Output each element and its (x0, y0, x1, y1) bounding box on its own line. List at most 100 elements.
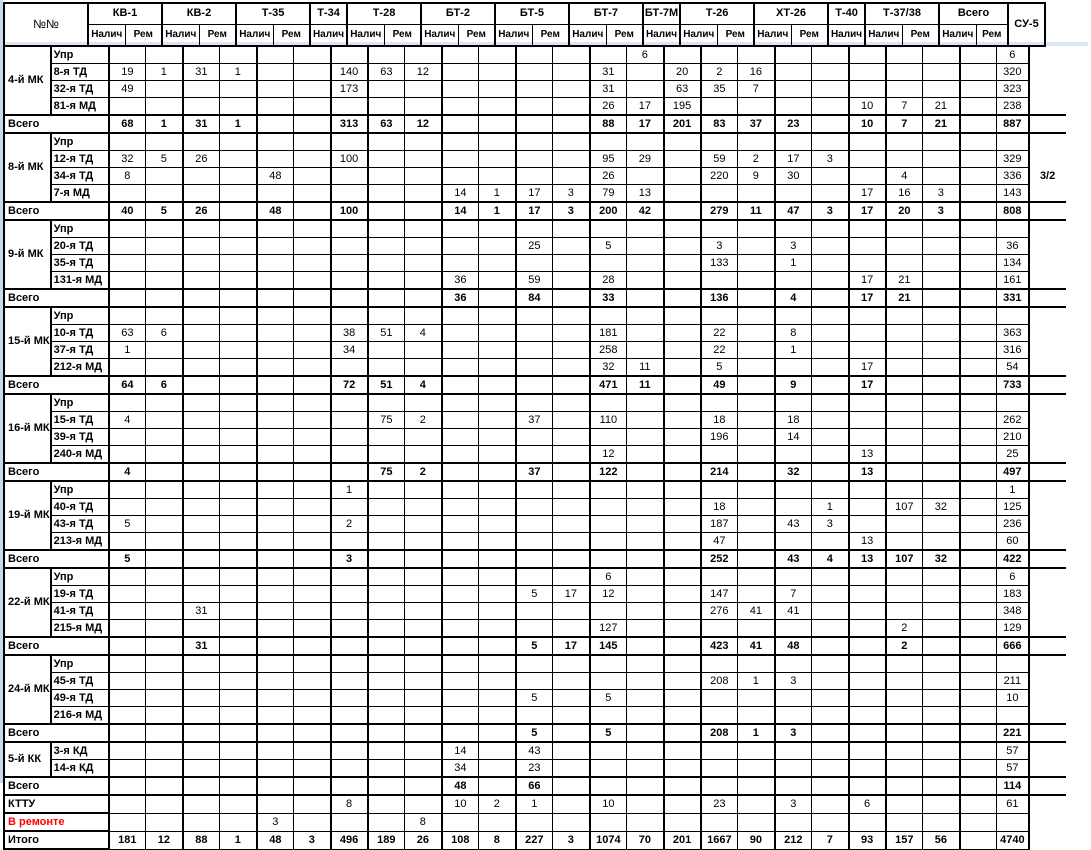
total-cell-15: 42 (626, 201, 665, 221)
unit-cell-5 (255, 654, 295, 673)
unit-cell-16 (662, 567, 702, 586)
table-row: 8-я ТД 19 1 31 1 140 63 12 31 20 2 16 320 (4, 63, 1066, 81)
unit-cell-13 (552, 602, 591, 620)
table-row: 131-я МД 36 59 28 17 21 161 (4, 271, 1066, 290)
table-row: 41-я ТД 31 276 41 41 348 (4, 602, 1066, 620)
header-sub-6-1: Налич (420, 24, 459, 47)
unit-cell-19: 7 (773, 585, 813, 603)
total-cell-14 (588, 549, 628, 569)
unit-cell-2 (145, 358, 184, 377)
unit-cell-9 (404, 271, 443, 290)
total-cell-13 (552, 375, 591, 395)
unit-cell-22 (884, 341, 924, 359)
unit-cell-16 (662, 167, 702, 185)
table-row: 12-я ТД 32 5 26 100 95 29 59 2 17 3 329 (4, 150, 1066, 168)
unit-cell-25: 348 (996, 602, 1030, 620)
unit-cell-6 (293, 480, 332, 499)
total-cell-14: 122 (588, 462, 628, 482)
unit-cell-14: 95 (588, 150, 628, 168)
su5-value (1029, 342, 1066, 359)
unit-cell-12: 59 (514, 271, 554, 290)
unit-cell-10 (440, 254, 480, 272)
unit-cell-19 (773, 741, 813, 760)
total-cell-2 (145, 723, 184, 743)
unit-cell-23: 3 (922, 184, 961, 203)
unit-cell-12 (514, 219, 554, 238)
total-cell-1: 68 (107, 114, 147, 134)
total-cell-19: 47 (773, 201, 813, 221)
unit-cell-13 (552, 150, 591, 168)
unit-cell-20 (811, 654, 850, 673)
footer-cell-22 (884, 794, 924, 814)
group-label-3: 9-й МК (3, 219, 52, 290)
unit-cell-6 (293, 237, 332, 255)
total-cell-25: 887 (996, 114, 1030, 134)
unit-cell-10 (440, 341, 480, 359)
footer-cell-6: 3 (293, 830, 332, 850)
unit-cell-10: 14 (440, 741, 480, 760)
unit-cell-4 (219, 411, 258, 429)
unit-cell-19 (773, 184, 813, 203)
group-total-label: Всего (3, 288, 110, 308)
header-sub-10-1: Налич (679, 24, 718, 47)
unit-cell-11 (478, 672, 517, 690)
unit-cell-9 (404, 132, 443, 151)
unit-cell-19 (773, 63, 813, 81)
unit-cell-17: 35 (699, 80, 739, 98)
unit-cell-9: 2 (404, 411, 443, 429)
unit-cell-24 (958, 46, 998, 64)
footer-cell-25 (996, 812, 1030, 832)
unit-cell-15 (626, 498, 665, 516)
total-cell-7 (329, 288, 369, 308)
unit-cell-10 (440, 97, 480, 116)
unit-cell-14: 26 (588, 167, 628, 185)
unit-cell-20 (811, 619, 850, 638)
unit-cell-21 (847, 63, 887, 81)
unit-cell-21 (847, 167, 887, 185)
header-sub-3-1: Налич (235, 24, 274, 47)
unit-cell-13: 17 (552, 585, 591, 603)
unit-cell-12 (514, 63, 554, 81)
unit-cell-21 (847, 619, 887, 638)
unit-cell-1 (107, 498, 147, 516)
total-cell-11: 1 (478, 201, 517, 221)
total-cell-16 (662, 462, 702, 482)
total-cell-16 (662, 288, 702, 308)
unit-cell-14 (588, 254, 628, 272)
header-vehicle-5: Т-28 (346, 2, 422, 25)
unit-cell-15 (626, 306, 665, 325)
unit-cell-24 (958, 428, 998, 446)
unit-cell-24 (958, 706, 998, 725)
unit-cell-13 (552, 254, 591, 272)
unit-cell-8 (366, 46, 406, 64)
group-label-9: 5-й КК (3, 741, 52, 778)
footer-cell-4 (219, 794, 258, 814)
unit-cell-15 (626, 428, 665, 446)
header-vehicle-9: БТ-7М (642, 2, 681, 25)
footer-label: КТТУ (3, 794, 110, 814)
unit-cell-22: 7 (884, 97, 924, 116)
group-total-row: Всего 4 75 2 37 122 214 32 13 497 (3, 462, 1066, 482)
total-cell-24 (958, 776, 998, 796)
unit-cell-3 (181, 532, 221, 551)
unit-cell-3 (181, 689, 221, 707)
unit-cell-8: 75 (366, 411, 406, 429)
unit-cell-9 (404, 358, 443, 377)
table-row: 39-я ТД 196 14 210 (4, 428, 1066, 446)
footer-cell-13 (552, 812, 591, 832)
unit-cell-18 (737, 689, 776, 707)
group-total-label: Всего (3, 462, 110, 482)
unit-cell-5 (255, 567, 295, 586)
footer-cell-1 (107, 812, 147, 832)
unit-label: 49-я ТД (50, 689, 110, 707)
unit-cell-13 (552, 532, 591, 551)
unit-cell-15 (626, 741, 665, 760)
footer-cell-14: 10 (588, 794, 628, 814)
footer-cell-3 (181, 794, 221, 814)
unit-cell-12 (514, 567, 554, 586)
total-cell-1: 40 (107, 201, 147, 221)
unit-cell-9 (404, 567, 443, 586)
unit-cell-14: 12 (588, 445, 628, 464)
unit-cell-22 (884, 480, 924, 499)
unit-cell-24 (958, 480, 998, 499)
